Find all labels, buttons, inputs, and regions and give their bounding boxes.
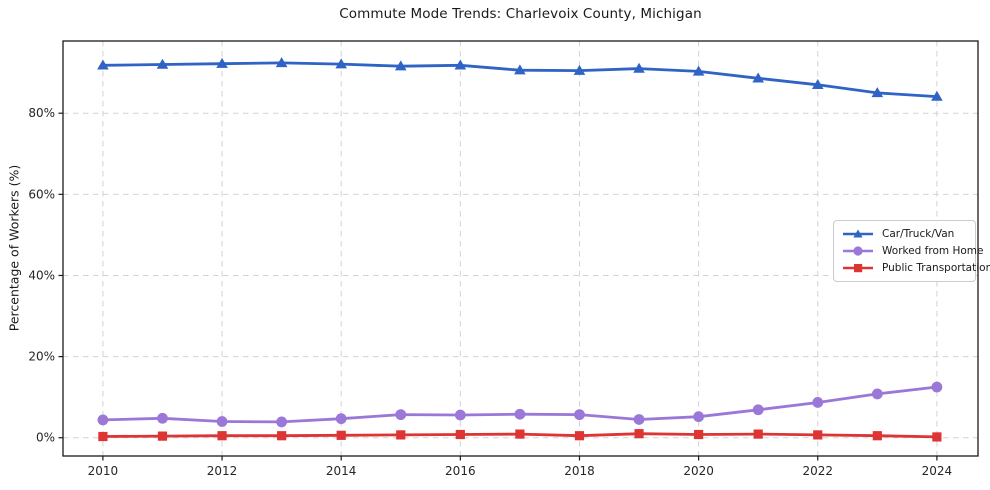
- square-marker: [813, 430, 823, 440]
- y-tick-label: 0%: [36, 431, 55, 445]
- circle-marker: [335, 413, 347, 425]
- x-tick-label: 2018: [564, 464, 595, 478]
- triangle-marker: [454, 59, 467, 70]
- triangle-marker: [335, 58, 347, 69]
- square-marker: [932, 432, 942, 442]
- circle-marker: [216, 416, 228, 427]
- legend-item-public-transportation: Public Transportation: [841, 261, 990, 275]
- square-marker: [574, 431, 585, 441]
- x-tick-label: 2016: [445, 464, 476, 478]
- square-legend-swatch-icon: [843, 264, 873, 273]
- legend: Car/Truck/Van Worked from Home Public Tran…: [833, 220, 990, 282]
- legend-label-car-truck-van: Car/Truck/Van: [882, 228, 955, 240]
- x-tick-label: 2020: [683, 464, 714, 478]
- circle-legend-swatch-icon: [843, 246, 873, 256]
- square-marker: [277, 431, 287, 441]
- circle-marker: [812, 397, 824, 408]
- square-marker: [217, 431, 227, 441]
- circle-marker: [931, 381, 943, 393]
- circle-marker: [574, 409, 585, 421]
- square-marker: [515, 429, 525, 439]
- circle-marker: [633, 414, 645, 425]
- circle-marker: [752, 404, 764, 416]
- circle-marker: [454, 409, 466, 421]
- triangle-marker: [156, 58, 169, 69]
- triangle-marker: [692, 65, 705, 76]
- x-tick-label: 2024: [922, 464, 953, 478]
- circle-marker: [97, 414, 109, 426]
- square-marker: [396, 430, 406, 440]
- triangle-marker: [752, 72, 764, 83]
- circle-marker: [395, 409, 407, 421]
- triangle-marker: [514, 64, 526, 75]
- triangle-marker: [871, 87, 884, 98]
- square-marker: [694, 429, 704, 440]
- legend-item-car-truck-van: Car/Truck/Van: [841, 227, 967, 241]
- triangle-marker: [275, 57, 288, 68]
- triangle-marker: [216, 57, 228, 68]
- legend-label-public-transportation: Public Transportation: [882, 262, 990, 274]
- square-marker: [753, 429, 763, 439]
- triangle-marker: [97, 59, 109, 70]
- circle-marker: [157, 412, 168, 424]
- circle-marker: [276, 416, 288, 428]
- triangle-marker: [811, 79, 824, 90]
- y-tick-label: 80%: [28, 106, 55, 120]
- square-marker: [336, 430, 346, 440]
- square-marker: [98, 431, 108, 442]
- y-tick-label: 60%: [28, 187, 55, 201]
- triangle-marker: [633, 62, 645, 73]
- x-tick-label: 2012: [207, 464, 238, 478]
- triangle-marker: [394, 60, 407, 71]
- x-tick-label: 2022: [802, 464, 833, 478]
- chart-title: Commute Mode Trends: Charlevoix County, …: [339, 6, 702, 22]
- legend-item-worked-from-home: Worked from Home: [841, 244, 983, 258]
- square-marker: [634, 429, 644, 439]
- triangle-legend-swatch-icon: [843, 229, 873, 238]
- y-tick-label: 20%: [28, 350, 55, 364]
- legend-label-worked-from-home: Worked from Home: [882, 245, 984, 257]
- circle-marker: [871, 388, 883, 400]
- x-tick-label: 2010: [88, 464, 119, 478]
- square-marker: [455, 429, 465, 440]
- plot-frame: [62, 40, 979, 457]
- circle-marker: [514, 408, 526, 420]
- triangle-marker: [573, 64, 586, 75]
- y-tick-label: 40%: [28, 268, 55, 282]
- circle-marker: [693, 411, 705, 423]
- square-marker: [872, 431, 882, 441]
- square-marker: [157, 431, 168, 441]
- triangle-marker: [931, 90, 943, 101]
- x-tick-label: 2014: [326, 464, 357, 478]
